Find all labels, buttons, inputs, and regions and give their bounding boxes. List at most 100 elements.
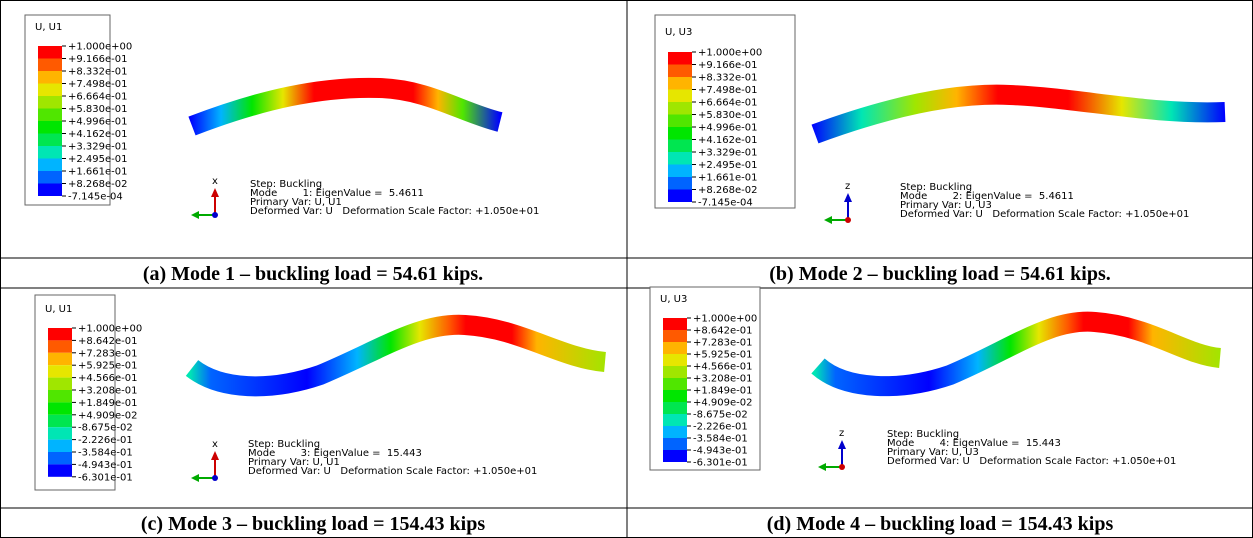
legend-label: +8.332e-01 bbox=[698, 73, 758, 84]
legend-swatch bbox=[48, 440, 72, 452]
legend-swatch bbox=[38, 59, 62, 72]
legend-swatch bbox=[38, 171, 62, 184]
legend-label: +5.925e-01 bbox=[78, 361, 138, 372]
legend-label: +7.283e-01 bbox=[693, 338, 753, 349]
legend-label: +2.495e-01 bbox=[68, 154, 128, 165]
legend-label: +7.283e-01 bbox=[78, 348, 138, 359]
triad-label: x bbox=[212, 176, 218, 187]
legend-swatch bbox=[48, 328, 72, 340]
triad-label: x bbox=[212, 439, 218, 450]
legend-swatch bbox=[38, 84, 62, 97]
caption: (c) Mode 3 – buckling load = 154.43 kips bbox=[141, 513, 485, 535]
info-deformed: Deformed Var: U Deformation Scale Factor… bbox=[900, 209, 1189, 220]
legend-label: -7.145e-04 bbox=[68, 192, 123, 203]
legend-swatch bbox=[668, 165, 692, 178]
legend-label: +4.566e-01 bbox=[693, 362, 753, 373]
legend-swatch bbox=[663, 378, 687, 390]
legend-label: +8.268e-02 bbox=[698, 185, 758, 196]
legend-swatch bbox=[38, 184, 62, 197]
legend-label: +1.000e+00 bbox=[698, 48, 762, 59]
legend-label: +9.166e-01 bbox=[68, 54, 128, 65]
legend-swatch bbox=[663, 318, 687, 330]
legend-swatch bbox=[663, 414, 687, 426]
legend-swatch bbox=[38, 159, 62, 172]
legend-swatch bbox=[663, 438, 687, 450]
legend-swatch bbox=[668, 77, 692, 90]
legend-label: +2.495e-01 bbox=[698, 160, 758, 171]
legend-swatch bbox=[668, 152, 692, 165]
legend-swatch bbox=[668, 102, 692, 115]
legend-label: +6.664e-01 bbox=[698, 98, 758, 109]
legend-label: +4.909e-02 bbox=[78, 410, 138, 421]
legend-swatch bbox=[48, 464, 72, 476]
figure: U, U1+1.000e+00+9.166e-01+8.332e-01+7.49… bbox=[0, 0, 1253, 538]
legend-swatch bbox=[668, 90, 692, 103]
legend-label: -8.675e-02 bbox=[78, 423, 133, 434]
legend-title: U, U3 bbox=[660, 294, 687, 305]
legend-swatch bbox=[38, 109, 62, 122]
legend-swatch bbox=[38, 71, 62, 84]
legend-label: +8.332e-01 bbox=[68, 67, 128, 78]
legend-label: +4.909e-02 bbox=[693, 398, 753, 409]
caption: (a) Mode 1 – buckling load = 54.61 kips. bbox=[143, 263, 483, 285]
legend-swatch bbox=[48, 452, 72, 464]
legend-label: -3.584e-01 bbox=[693, 434, 748, 445]
legend-label: +3.208e-01 bbox=[78, 386, 138, 397]
legend-label: -7.145e-04 bbox=[698, 198, 753, 209]
legend-swatch bbox=[48, 402, 72, 414]
legend-swatch bbox=[48, 390, 72, 402]
legend-label: -6.301e-01 bbox=[78, 472, 133, 483]
triad-arrowhead bbox=[191, 211, 199, 219]
legend-swatch bbox=[663, 366, 687, 378]
legend-label: +8.642e-01 bbox=[693, 326, 753, 337]
triad-arrowhead bbox=[824, 216, 832, 224]
legend-label: -2.226e-01 bbox=[693, 422, 748, 433]
triad-origin bbox=[839, 464, 845, 470]
legend-label: -2.226e-01 bbox=[78, 435, 133, 446]
legend-label: +3.329e-01 bbox=[68, 142, 128, 153]
legend-label: +4.162e-01 bbox=[698, 135, 758, 146]
legend-label: -3.584e-01 bbox=[78, 448, 133, 459]
deformed-beam bbox=[192, 325, 605, 387]
info-deformed: Deformed Var: U Deformation Scale Factor… bbox=[248, 466, 537, 477]
legend-label: +1.661e-01 bbox=[68, 167, 128, 178]
legend-swatch bbox=[38, 46, 62, 59]
legend-label: -4.943e-01 bbox=[693, 446, 748, 457]
legend-label: +8.642e-01 bbox=[78, 336, 138, 347]
legend-swatch bbox=[48, 415, 72, 427]
triad-arrowhead bbox=[211, 451, 219, 460]
triad-arrowhead bbox=[211, 188, 219, 197]
legend-label: +8.268e-02 bbox=[68, 179, 128, 190]
caption: (b) Mode 2 – buckling load = 54.61 kips. bbox=[769, 263, 1110, 285]
legend-swatch bbox=[663, 330, 687, 342]
legend-label: +5.925e-01 bbox=[693, 350, 753, 361]
triad-origin bbox=[212, 475, 218, 481]
legend-swatch bbox=[668, 115, 692, 128]
legend-label: +4.996e-01 bbox=[68, 117, 128, 128]
legend-label: +7.498e-01 bbox=[698, 85, 758, 96]
legend-label: +5.830e-01 bbox=[698, 110, 758, 121]
triad-label: z bbox=[839, 428, 844, 439]
info-deformed: Deformed Var: U Deformation Scale Factor… bbox=[250, 206, 539, 217]
legend-label: +9.166e-01 bbox=[698, 60, 758, 71]
legend-swatch bbox=[48, 353, 72, 365]
legend-label: +4.996e-01 bbox=[698, 123, 758, 134]
legend-label: +6.664e-01 bbox=[68, 92, 128, 103]
legend-label: +1.000e+00 bbox=[78, 324, 142, 335]
legend-label: +5.830e-01 bbox=[68, 104, 128, 115]
legend-label: +1.849e-01 bbox=[78, 398, 138, 409]
legend-swatch bbox=[663, 342, 687, 354]
legend-swatch bbox=[668, 177, 692, 190]
caption: (d) Mode 4 – buckling load = 154.43 kips bbox=[767, 513, 1114, 535]
info-deformed: Deformed Var: U Deformation Scale Factor… bbox=[887, 456, 1176, 467]
deformed-beam bbox=[192, 88, 500, 126]
legend-swatch bbox=[38, 121, 62, 134]
legend-label: +1.661e-01 bbox=[698, 173, 758, 184]
triad-label: z bbox=[845, 181, 850, 192]
legend-title: U, U3 bbox=[665, 27, 692, 38]
legend-swatch bbox=[668, 65, 692, 78]
legend-swatch bbox=[663, 450, 687, 462]
legend-label: -6.301e-01 bbox=[693, 458, 748, 469]
legend-swatch bbox=[48, 340, 72, 352]
legend-swatch bbox=[663, 426, 687, 438]
